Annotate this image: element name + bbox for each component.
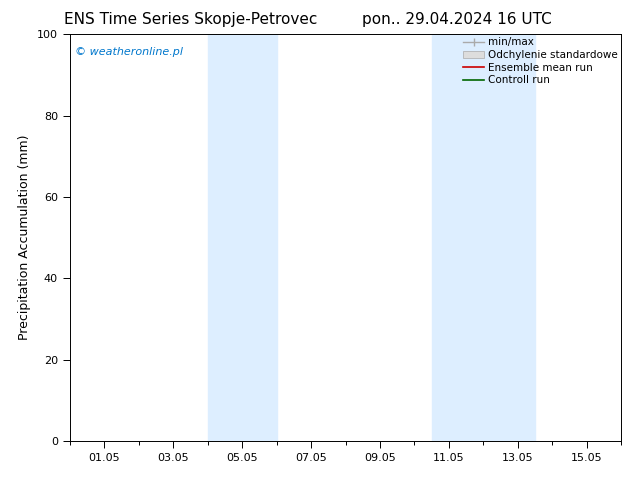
Bar — [432, 34, 535, 441]
Text: © weatheronline.pl: © weatheronline.pl — [75, 47, 183, 56]
Text: pon.. 29.04.2024 16 UTC: pon.. 29.04.2024 16 UTC — [361, 12, 552, 27]
Legend: min/max, Odchylenie standardowe, Ensemble mean run, Controll run: min/max, Odchylenie standardowe, Ensembl… — [463, 37, 618, 85]
Text: ENS Time Series Skopje-Petrovec: ENS Time Series Skopje-Petrovec — [63, 12, 317, 27]
Bar — [207, 34, 276, 441]
Y-axis label: Precipitation Accumulation (mm): Precipitation Accumulation (mm) — [18, 135, 31, 341]
